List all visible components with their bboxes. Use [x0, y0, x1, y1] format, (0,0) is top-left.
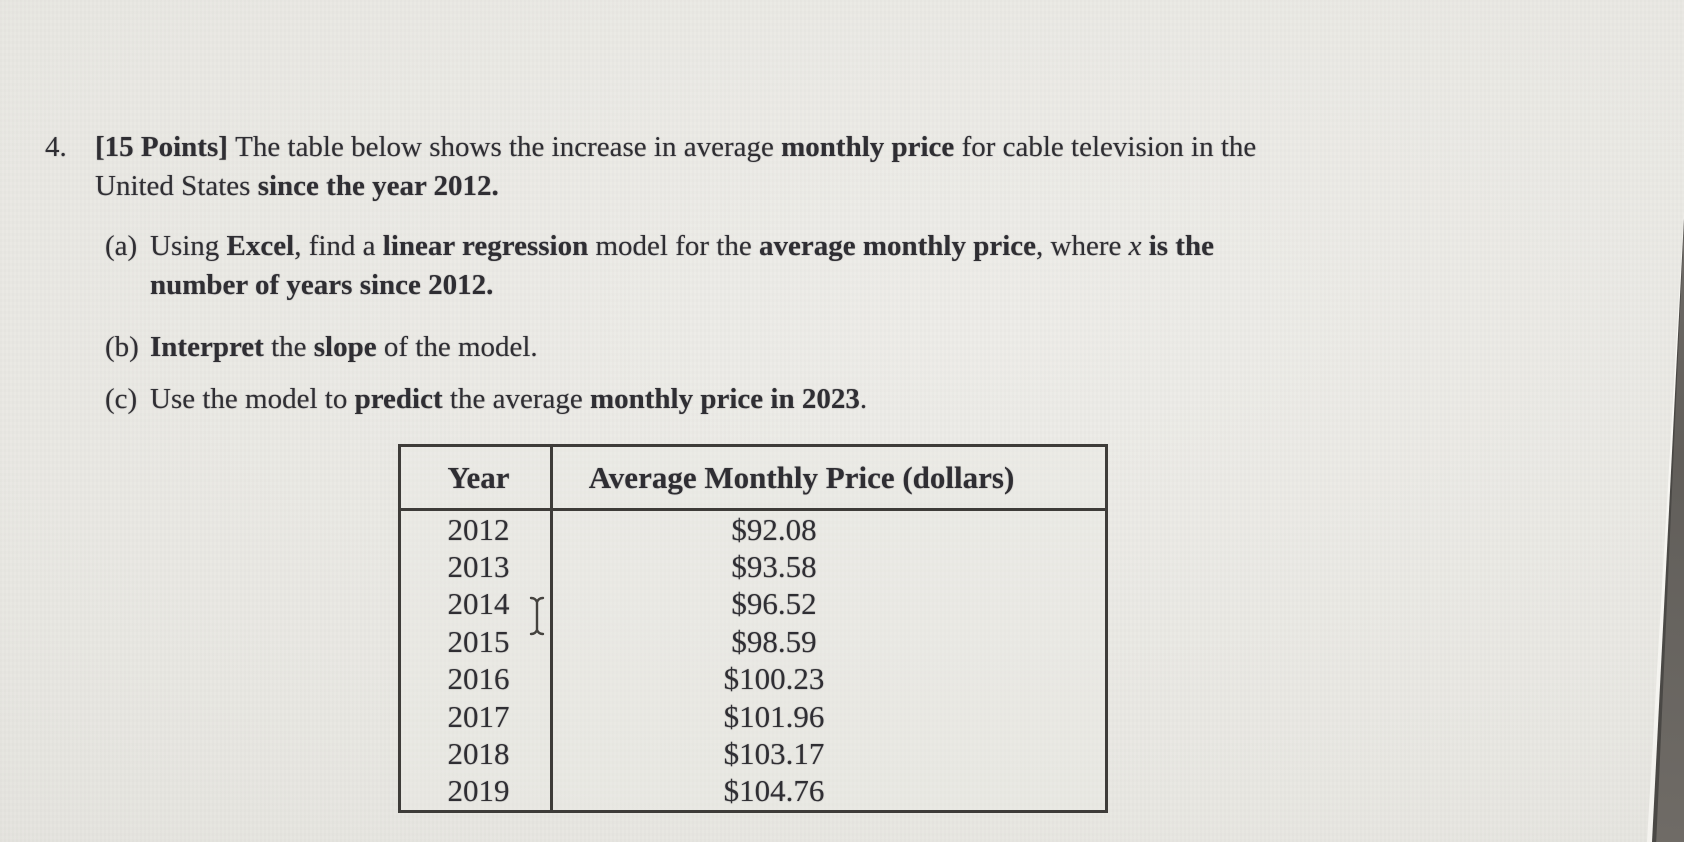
year-cell: 2018: [401, 735, 553, 773]
table-row: 2016 $100.23: [401, 660, 1105, 698]
table-row: 2018 $103.17: [401, 735, 1105, 773]
price-table-body: 2012 $92.08 2013 $93.58 2014 $96.52 2015…: [401, 511, 1105, 810]
part-b-text: Interpret the slope of the model.: [150, 331, 538, 363]
year-cell: 2014: [401, 585, 553, 624]
year-cell: 2017: [401, 697, 553, 736]
problem-number: 4.: [45, 131, 67, 163]
table-row: 2014 $96.52: [401, 585, 1105, 624]
part-c-text: Use the model to predict the average mon…: [150, 383, 868, 415]
text-cursor-icon: [528, 596, 546, 636]
year-cell: 2016: [401, 660, 553, 698]
price-cell: $101.96: [723, 698, 825, 734]
problem-statement: [15 Points] The table below shows the in…: [95, 131, 1257, 202]
price-cell: $93.58: [731, 549, 817, 585]
part-a-label: (a): [105, 230, 138, 262]
table-row: 2019 $104.76: [401, 772, 1105, 810]
price-cell: $96.52: [731, 586, 817, 622]
price-table-header: Year Average Monthly Price (dollars): [401, 447, 1105, 511]
year-cell: 2019: [401, 772, 553, 810]
year-column-header: Year: [401, 447, 553, 508]
table-row: 2013 $93.58: [401, 548, 1105, 586]
part-c-label: (c): [105, 383, 138, 415]
price-table: Year Average Monthly Price (dollars) 201…: [398, 444, 1108, 813]
part-a-line: (a) Using Excel, find a linear regressio…: [105, 227, 1425, 305]
year-cell: 2013: [401, 548, 553, 586]
table-row: 2017 $101.96: [401, 697, 1105, 736]
year-cell: 2015: [401, 623, 553, 661]
table-row: 2012 $92.08: [401, 511, 1105, 549]
problem-statement-line: 4. [15 Points] The table below shows the…: [45, 128, 1425, 206]
price-cell: $98.59: [731, 623, 817, 659]
price-cell: $104.76: [723, 773, 825, 809]
part-c-line: (c) Use the model to predict the average…: [105, 380, 1425, 419]
part-b-label: (b): [105, 331, 139, 363]
part-b-line: (b) Interpret the slope of the model.: [105, 328, 1425, 367]
part-a-text: Using Excel, find a linear regression mo…: [150, 230, 1214, 301]
price-cell: $103.17: [723, 735, 825, 771]
table-row: 2015 $98.59: [401, 623, 1105, 661]
price-column-header: Average Monthly Price (dollars): [588, 459, 1015, 495]
price-cell: $92.08: [731, 511, 817, 547]
year-cell: 2012: [401, 511, 553, 549]
price-cell: $100.23: [723, 661, 825, 697]
